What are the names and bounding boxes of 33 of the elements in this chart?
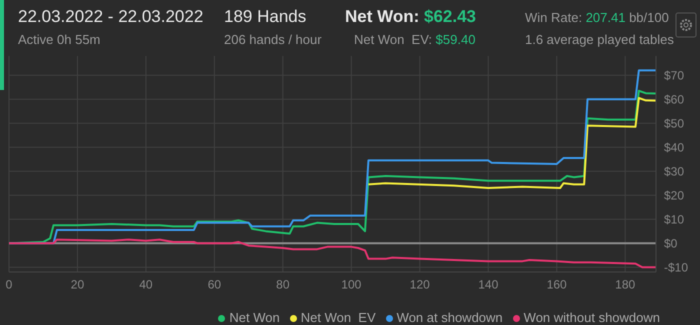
text: 1.6 average played tables	[525, 32, 674, 47]
x-tick-label: 40	[139, 278, 153, 292]
x-tick-label: 120	[410, 278, 430, 292]
legend-label: Net Won EV	[300, 310, 376, 325]
y-tick-label: $40	[664, 140, 684, 154]
x-tick-label: 20	[70, 278, 84, 292]
y-tick-label: $50	[664, 116, 684, 130]
chart-subtitle: Active 0h 55m	[18, 32, 100, 47]
y-tick-label: $20	[664, 188, 684, 202]
legend-label: Won without showdown	[524, 310, 660, 325]
text: 206 hands / hour	[224, 32, 322, 47]
line-series	[367, 97, 656, 189]
text: Net Won EV: $59.40	[354, 32, 476, 47]
y-tick-label: $10	[664, 212, 684, 226]
y-tick-label: -$10	[664, 260, 688, 274]
x-tick-label: 180	[615, 278, 636, 292]
x-tick-label: 60	[208, 278, 222, 292]
chart-title: 22.03.2022 - 22.03.2022	[18, 7, 204, 27]
line-series	[9, 238, 656, 268]
y-tick-label: $70	[664, 68, 684, 82]
x-tick-label: 160	[546, 278, 568, 292]
y-tick-label: $0	[664, 236, 678, 250]
legend-label: Won at showdown	[396, 310, 503, 325]
x-tick-label: 0	[6, 278, 13, 292]
legend-label: Net Won	[229, 310, 280, 325]
y-tick-label: $30	[664, 164, 684, 178]
text: Win Rate: 207.41 bb/100	[525, 10, 669, 25]
text: Net Won: $62.43	[345, 7, 476, 27]
x-tick-label: 80	[276, 278, 290, 292]
text: 189 Hands	[224, 7, 306, 27]
y-tick-label: $60	[664, 92, 684, 106]
x-tick-label: 140	[478, 278, 499, 292]
x-tick-label: 100	[341, 278, 362, 292]
